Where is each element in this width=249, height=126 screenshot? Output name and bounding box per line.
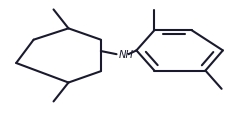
Text: NH: NH	[119, 50, 134, 60]
